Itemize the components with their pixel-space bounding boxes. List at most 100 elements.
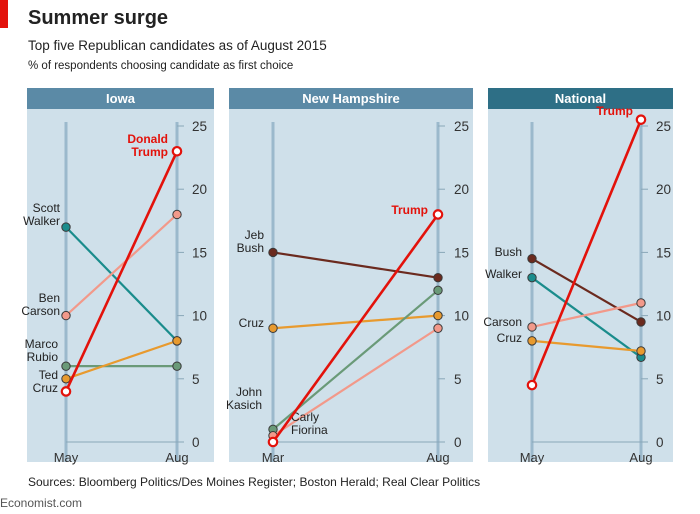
y-tick-label: 0 (656, 435, 664, 450)
series-label-line: Carson (483, 315, 522, 329)
series-line-3 (272, 327, 439, 437)
series-point-start-4 (267, 436, 279, 448)
series-label-2: Carson (483, 315, 522, 329)
y-tick-label: 10 (656, 309, 671, 324)
series-point-start-1 (527, 272, 537, 283)
series-label-line: Bush (237, 241, 264, 255)
series-label-4: Donald Trump (127, 132, 168, 159)
series-point-end-1 (433, 310, 443, 321)
series-line-3 (65, 339, 178, 380)
y-tick-label: 15 (454, 245, 469, 260)
x-tick-label: May (54, 450, 79, 465)
series-line-4 (271, 213, 440, 443)
series-line-2 (531, 301, 642, 329)
series-label-line: Walker (485, 267, 522, 281)
y-tick-label: 25 (192, 119, 207, 134)
panel-header (488, 88, 673, 109)
series-label-2: John Kasich (226, 385, 262, 412)
series-point-end-2 (172, 361, 182, 371)
series-point-end-2 (433, 285, 443, 296)
y-tick-label: 20 (656, 182, 671, 197)
series-label-3: Cruz (497, 331, 522, 345)
series-label-4: Trump (391, 203, 428, 217)
series-label-line: Donald (127, 132, 168, 146)
panel-1: New Hampshire 0 5 10 15 20 25 Mar Aug Jeb Bush Cruz… (226, 88, 473, 465)
panel-background (27, 108, 214, 462)
series-point-end-0 (636, 317, 646, 327)
panel-title: New Hampshire (302, 91, 400, 106)
series-point-end-3 (172, 336, 182, 346)
series-point-start-4 (60, 386, 72, 397)
series-label-1: Cruz (239, 316, 264, 330)
series-label-line: Jeb (245, 228, 265, 242)
series-label-line: Cruz (33, 381, 58, 395)
y-tick-label: 0 (192, 435, 200, 450)
series-label-line: Marco (25, 337, 59, 351)
series-line-1 (65, 213, 178, 317)
y-tick-label: 25 (656, 119, 671, 134)
series-point-end-2 (636, 298, 646, 308)
series-label-1: Ben Carson (21, 291, 60, 318)
series-line-0 (65, 226, 178, 342)
series-label-line: Bush (495, 245, 522, 259)
y-tick-label: 10 (192, 309, 207, 324)
series-line-0 (531, 257, 642, 323)
panel-background (488, 108, 673, 462)
series-point-start-0 (268, 247, 278, 258)
series-label-0: Jeb Bush (237, 228, 265, 255)
chart-subtitle: Top five Republican candidates as of Aug… (28, 38, 327, 53)
series-line-1 (272, 314, 439, 330)
series-point-start-0 (527, 254, 537, 264)
panel-title: Iowa (106, 91, 136, 106)
series-point-start-0 (61, 222, 71, 232)
series-label-line: Scott (33, 201, 61, 215)
panel-background (229, 108, 473, 462)
series-point-end-4 (432, 209, 444, 220)
y-tick-label: 5 (192, 372, 200, 387)
series-point-start-2 (527, 322, 537, 332)
series-point-end-0 (433, 272, 443, 283)
brand-label: Economist.com (0, 496, 82, 510)
series-label-0: Bush (495, 245, 522, 259)
series-label-4: Trump (596, 104, 633, 118)
panel-0: Iowa 0 5 10 15 20 25 May Aug Scott Walker Ben Carson… (21, 88, 214, 465)
y-tick-label: 0 (454, 435, 462, 450)
series-point-end-4 (635, 114, 647, 125)
series-point-start-3 (61, 374, 71, 384)
series-line-1 (531, 276, 642, 359)
series-label-line: Fiorina (291, 423, 328, 437)
series-point-end-3 (636, 346, 646, 356)
series-label-line: Trump (391, 203, 428, 217)
series-point-end-1 (172, 209, 182, 220)
y-tick-label: 5 (656, 372, 664, 387)
series-label-line: Carson (21, 304, 60, 318)
y-tick-label: 5 (454, 372, 462, 387)
series-label-line: Trump (131, 145, 168, 159)
series-label-3: Ted Cruz (33, 368, 58, 395)
unit-note: % of respondents choosing candidate as f… (28, 60, 293, 72)
series-label-line: Carly (291, 410, 319, 424)
panel-title: National (555, 91, 606, 106)
series-label-line: Trump (596, 104, 633, 118)
series-label-line: Rubio (27, 350, 59, 364)
y-tick-label: 15 (192, 245, 207, 260)
y-tick-label: 20 (192, 182, 207, 197)
series-label-1: Walker (485, 267, 522, 281)
x-tick-label: Aug (426, 450, 449, 465)
panel-header (27, 88, 214, 109)
panel-2: National 0 5 10 15 20 25 May Aug Bush Walker Carson… (483, 88, 673, 465)
series-label-line: Kasich (226, 398, 262, 412)
brand-red-tab (0, 0, 8, 28)
series-point-start-1 (268, 323, 278, 333)
x-tick-label: Mar (262, 450, 285, 465)
chart-title: Summer surge (28, 7, 168, 29)
series-label-2: Marco Rubio (25, 337, 59, 364)
series-line-4 (64, 150, 179, 392)
series-point-start-3 (527, 336, 537, 346)
series-label-line: Ted (39, 368, 58, 382)
source-note: Sources: Bloomberg Politics/Des Moines R… (28, 475, 480, 489)
series-line-0 (272, 251, 439, 279)
series-point-start-2 (61, 361, 71, 371)
y-tick-label: 10 (454, 309, 469, 324)
